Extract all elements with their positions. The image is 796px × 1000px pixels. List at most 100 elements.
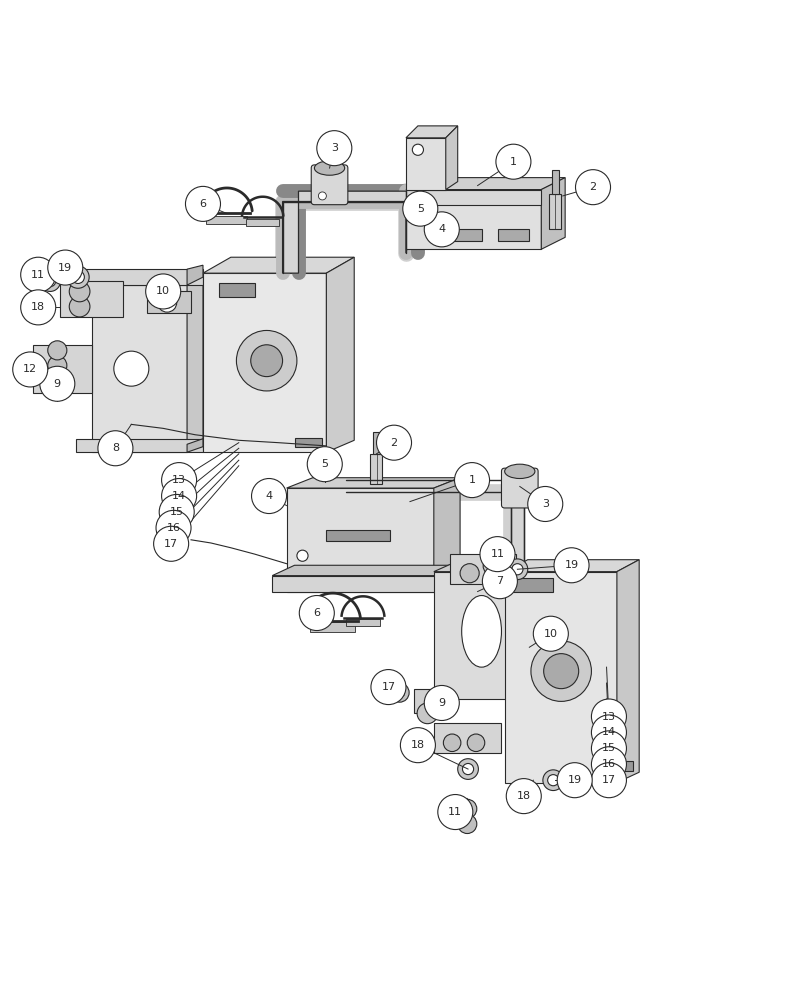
Circle shape bbox=[507, 559, 528, 580]
Circle shape bbox=[554, 548, 589, 583]
Circle shape bbox=[297, 550, 308, 561]
Circle shape bbox=[252, 479, 287, 514]
Text: 10: 10 bbox=[156, 286, 170, 296]
Polygon shape bbox=[434, 229, 482, 241]
Circle shape bbox=[480, 537, 515, 572]
Circle shape bbox=[455, 463, 490, 498]
Polygon shape bbox=[529, 562, 551, 699]
Polygon shape bbox=[406, 190, 541, 205]
Circle shape bbox=[421, 202, 431, 212]
Polygon shape bbox=[373, 432, 380, 454]
Polygon shape bbox=[434, 478, 460, 592]
Polygon shape bbox=[76, 439, 203, 452]
Text: 18: 18 bbox=[411, 740, 425, 750]
Circle shape bbox=[458, 814, 477, 834]
Circle shape bbox=[69, 296, 90, 317]
Circle shape bbox=[251, 345, 283, 377]
Polygon shape bbox=[219, 283, 255, 297]
Circle shape bbox=[443, 734, 461, 752]
Text: 12: 12 bbox=[23, 364, 37, 374]
Text: 8: 8 bbox=[112, 443, 119, 453]
Text: 4: 4 bbox=[266, 491, 272, 501]
Circle shape bbox=[467, 734, 485, 752]
Polygon shape bbox=[326, 257, 354, 452]
Polygon shape bbox=[287, 478, 460, 488]
Circle shape bbox=[390, 683, 409, 702]
Polygon shape bbox=[505, 560, 639, 572]
Circle shape bbox=[21, 257, 56, 292]
Circle shape bbox=[40, 271, 60, 291]
Circle shape bbox=[548, 775, 559, 786]
Text: 19: 19 bbox=[58, 263, 72, 273]
Polygon shape bbox=[505, 572, 617, 783]
Circle shape bbox=[531, 641, 591, 701]
Polygon shape bbox=[187, 285, 203, 452]
Text: 14: 14 bbox=[602, 727, 616, 737]
Circle shape bbox=[421, 214, 431, 224]
Text: 15: 15 bbox=[170, 507, 184, 517]
Circle shape bbox=[72, 271, 84, 283]
Polygon shape bbox=[549, 194, 561, 229]
Text: 17: 17 bbox=[602, 775, 616, 785]
Ellipse shape bbox=[505, 464, 535, 479]
Polygon shape bbox=[76, 269, 203, 285]
Circle shape bbox=[45, 276, 56, 287]
Circle shape bbox=[496, 144, 531, 179]
Circle shape bbox=[543, 770, 564, 791]
Text: 17: 17 bbox=[164, 539, 178, 549]
Polygon shape bbox=[370, 454, 382, 484]
Text: 9: 9 bbox=[54, 379, 60, 389]
Text: 18: 18 bbox=[517, 791, 531, 801]
Circle shape bbox=[533, 616, 568, 651]
FancyBboxPatch shape bbox=[501, 468, 538, 508]
Circle shape bbox=[40, 366, 75, 401]
Text: 1: 1 bbox=[469, 475, 475, 485]
Polygon shape bbox=[406, 190, 541, 249]
Text: 11: 11 bbox=[31, 270, 45, 280]
Circle shape bbox=[458, 799, 477, 818]
Circle shape bbox=[377, 425, 412, 460]
Text: 19: 19 bbox=[564, 560, 579, 570]
Circle shape bbox=[162, 463, 197, 498]
Polygon shape bbox=[406, 138, 446, 190]
Text: 16: 16 bbox=[602, 759, 616, 769]
Polygon shape bbox=[203, 257, 354, 273]
Text: 14: 14 bbox=[172, 491, 186, 501]
Polygon shape bbox=[272, 565, 474, 576]
Circle shape bbox=[544, 654, 579, 689]
Circle shape bbox=[506, 779, 541, 814]
Ellipse shape bbox=[314, 161, 345, 175]
Text: 17: 17 bbox=[381, 682, 396, 692]
Text: 3: 3 bbox=[331, 143, 338, 153]
Polygon shape bbox=[406, 126, 458, 138]
Polygon shape bbox=[446, 126, 458, 190]
Polygon shape bbox=[541, 178, 565, 249]
Polygon shape bbox=[406, 178, 565, 190]
Text: 6: 6 bbox=[200, 199, 206, 209]
Text: 7: 7 bbox=[497, 576, 503, 586]
Polygon shape bbox=[147, 291, 191, 313]
Text: 3: 3 bbox=[542, 499, 548, 509]
Text: 4: 4 bbox=[439, 224, 445, 234]
Circle shape bbox=[417, 703, 438, 724]
Polygon shape bbox=[434, 562, 551, 572]
Circle shape bbox=[482, 564, 517, 599]
Circle shape bbox=[67, 266, 89, 288]
Polygon shape bbox=[326, 530, 390, 541]
Circle shape bbox=[403, 191, 438, 226]
Circle shape bbox=[48, 341, 67, 360]
Text: 13: 13 bbox=[602, 712, 616, 722]
Polygon shape bbox=[203, 273, 326, 452]
Text: 5: 5 bbox=[322, 459, 328, 469]
FancyBboxPatch shape bbox=[311, 165, 348, 205]
Polygon shape bbox=[187, 265, 203, 285]
Text: 19: 19 bbox=[568, 775, 582, 785]
Polygon shape bbox=[60, 281, 123, 317]
Ellipse shape bbox=[462, 596, 501, 667]
Circle shape bbox=[236, 330, 297, 391]
Circle shape bbox=[48, 356, 67, 375]
Circle shape bbox=[48, 250, 83, 285]
Polygon shape bbox=[511, 480, 524, 572]
Circle shape bbox=[162, 479, 197, 514]
Circle shape bbox=[591, 715, 626, 750]
